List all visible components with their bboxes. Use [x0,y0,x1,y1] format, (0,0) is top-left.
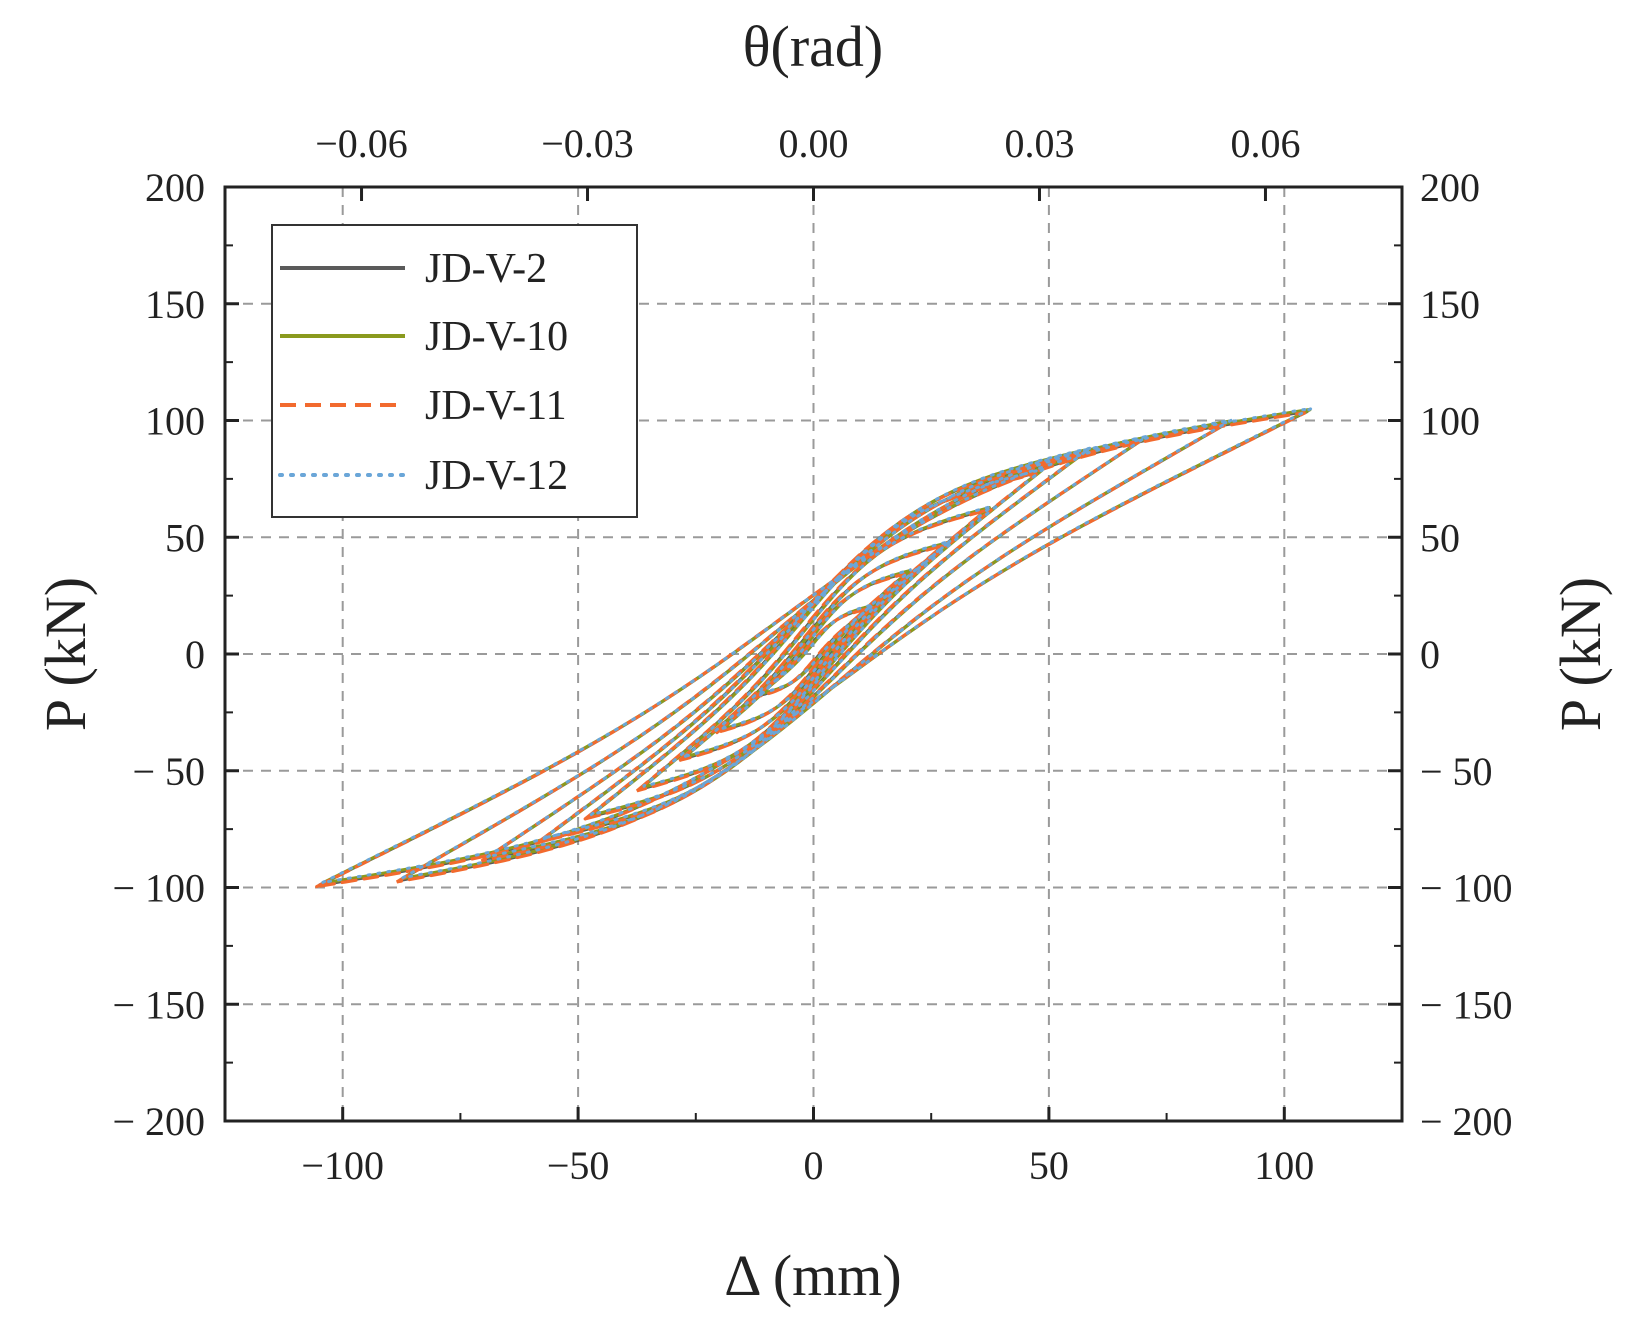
x2-tick-label: 0.06 [1230,121,1300,166]
y-tick-label: − 50 [132,749,205,794]
y-tick-label: 150 [145,282,205,327]
hysteresis-loop [759,603,875,695]
legend-label-jd-v-12: JD-V-12 [425,453,568,499]
x-tick-label: 50 [1029,1143,1069,1188]
y2-tick-label: − 100 [1420,866,1513,911]
hysteresis-loop [678,544,945,763]
y-tick-label: − 100 [112,866,205,911]
hysteresis-loop [590,467,1045,817]
x2-tick-label: −0.06 [315,121,408,166]
x2-tick-label: 0.03 [1004,121,1074,166]
hysteresis-loop [684,540,951,758]
x2-tick-label: −0.03 [541,121,634,166]
legend: JD-V-2 JD-V-10 JD-V-11 JD-V-12 [271,224,638,518]
x-axis-title: Δ (mm) [724,1243,901,1308]
hysteresis-loop [722,568,913,730]
y2-tick-label: − 150 [1420,982,1513,1027]
y-tick-label: 200 [145,165,205,210]
y2-tick-label: 100 [1420,399,1480,444]
hysteresis-loop [322,406,1313,884]
x2-tick-label: 0.00 [779,121,849,166]
y-tick-label: − 150 [112,982,205,1027]
hysteresis-loop [486,434,1148,859]
y-tick-label: 50 [165,515,205,560]
tick-labels: −100 −50 0 50 100 −0.06 −0.03 0.00 0.03 0.06 200 20… [112,121,1512,1188]
y-axis-title: P (kN) [33,577,98,731]
series-jd-v-12 [322,406,1313,884]
y-tick-label: 100 [145,399,205,444]
y2-tick-label: 150 [1420,282,1480,327]
curves [316,406,1313,889]
ticks [224,185,1403,1123]
y2-tick-label: − 200 [1420,1099,1513,1144]
hysteresis-loop [396,422,1227,884]
x2-axis-title: θ(rad) [743,14,883,79]
x-tick-label: 0 [804,1143,824,1188]
y2-tick-label: − 50 [1420,749,1493,794]
y2-tick-label: 50 [1420,515,1460,560]
y2-tick-label: 200 [1420,165,1480,210]
x-tick-label: 100 [1254,1143,1314,1188]
x-tick-label: −100 [301,1143,384,1188]
grid [225,187,1402,1121]
y2-axis-title: P (kN) [1548,577,1613,731]
y2-tick-label: 0 [1420,632,1440,677]
y-tick-label: 0 [185,632,205,677]
x-tick-label: −50 [547,1143,610,1188]
legend-box [271,224,638,518]
legend-label-jd-v-11: JD-V-11 [425,383,567,429]
hysteresis-loop [316,411,1307,889]
legend-label-jd-v-2: JD-V-2 [425,246,547,292]
hysteresis-loop [402,418,1233,880]
y-tick-label: − 200 [112,1099,205,1144]
legend-label-jd-v-10: JD-V-10 [425,314,568,360]
